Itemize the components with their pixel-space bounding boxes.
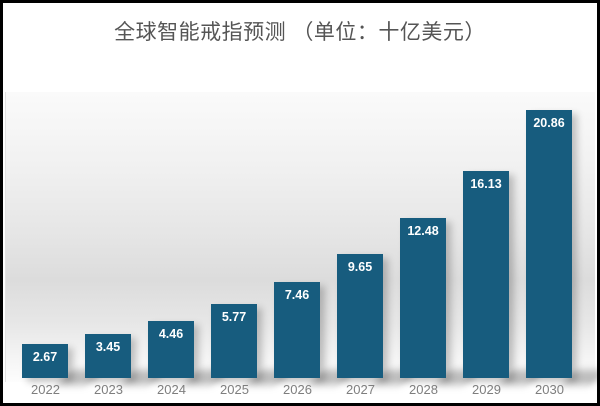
x-axis-label: 2024 — [157, 382, 186, 397]
bar-value-label: 4.46 — [158, 327, 184, 341]
x-axis-label: 2023 — [94, 382, 123, 397]
x-axis-label: 2025 — [220, 382, 249, 397]
bar-2025: 5.77 — [211, 304, 257, 378]
bar-2024: 4.46 — [148, 321, 194, 378]
bar-2029: 16.13 — [463, 171, 509, 378]
bar-value-label: 3.45 — [95, 340, 121, 354]
bar-2022: 2.67 — [22, 344, 68, 378]
bar-value-label: 7.46 — [284, 288, 310, 302]
bar-2026: 7.46 — [274, 282, 320, 378]
bar-value-label: 9.65 — [347, 260, 373, 274]
bar-value-label: 2.67 — [32, 350, 58, 364]
chart-title: 全球智能戒指预测 （单位：十亿美元） — [114, 21, 486, 44]
x-axis-label: 2028 — [409, 382, 438, 397]
bar-value-label: 12.48 — [407, 224, 439, 238]
bar-value-label: 20.86 — [533, 116, 565, 130]
x-axis-label: 2029 — [472, 382, 501, 397]
x-axis-label: 2022 — [31, 382, 60, 397]
bar-2030: 20.86 — [526, 110, 572, 378]
bar-value-label: 5.77 — [221, 310, 247, 324]
bar-2023: 3.45 — [85, 334, 131, 378]
bar-2028: 12.48 — [400, 218, 446, 378]
bar-value-label: 16.13 — [470, 177, 502, 191]
x-axis-label: 2030 — [535, 382, 564, 397]
bars-layer: 2.67 2022 3.45 2023 4.46 2024 5.77 2025 7.46 2026… — [3, 3, 597, 403]
x-axis-label: 2027 — [346, 382, 375, 397]
x-axis-label: 2026 — [283, 382, 312, 397]
bar-2027: 9.65 — [337, 254, 383, 378]
